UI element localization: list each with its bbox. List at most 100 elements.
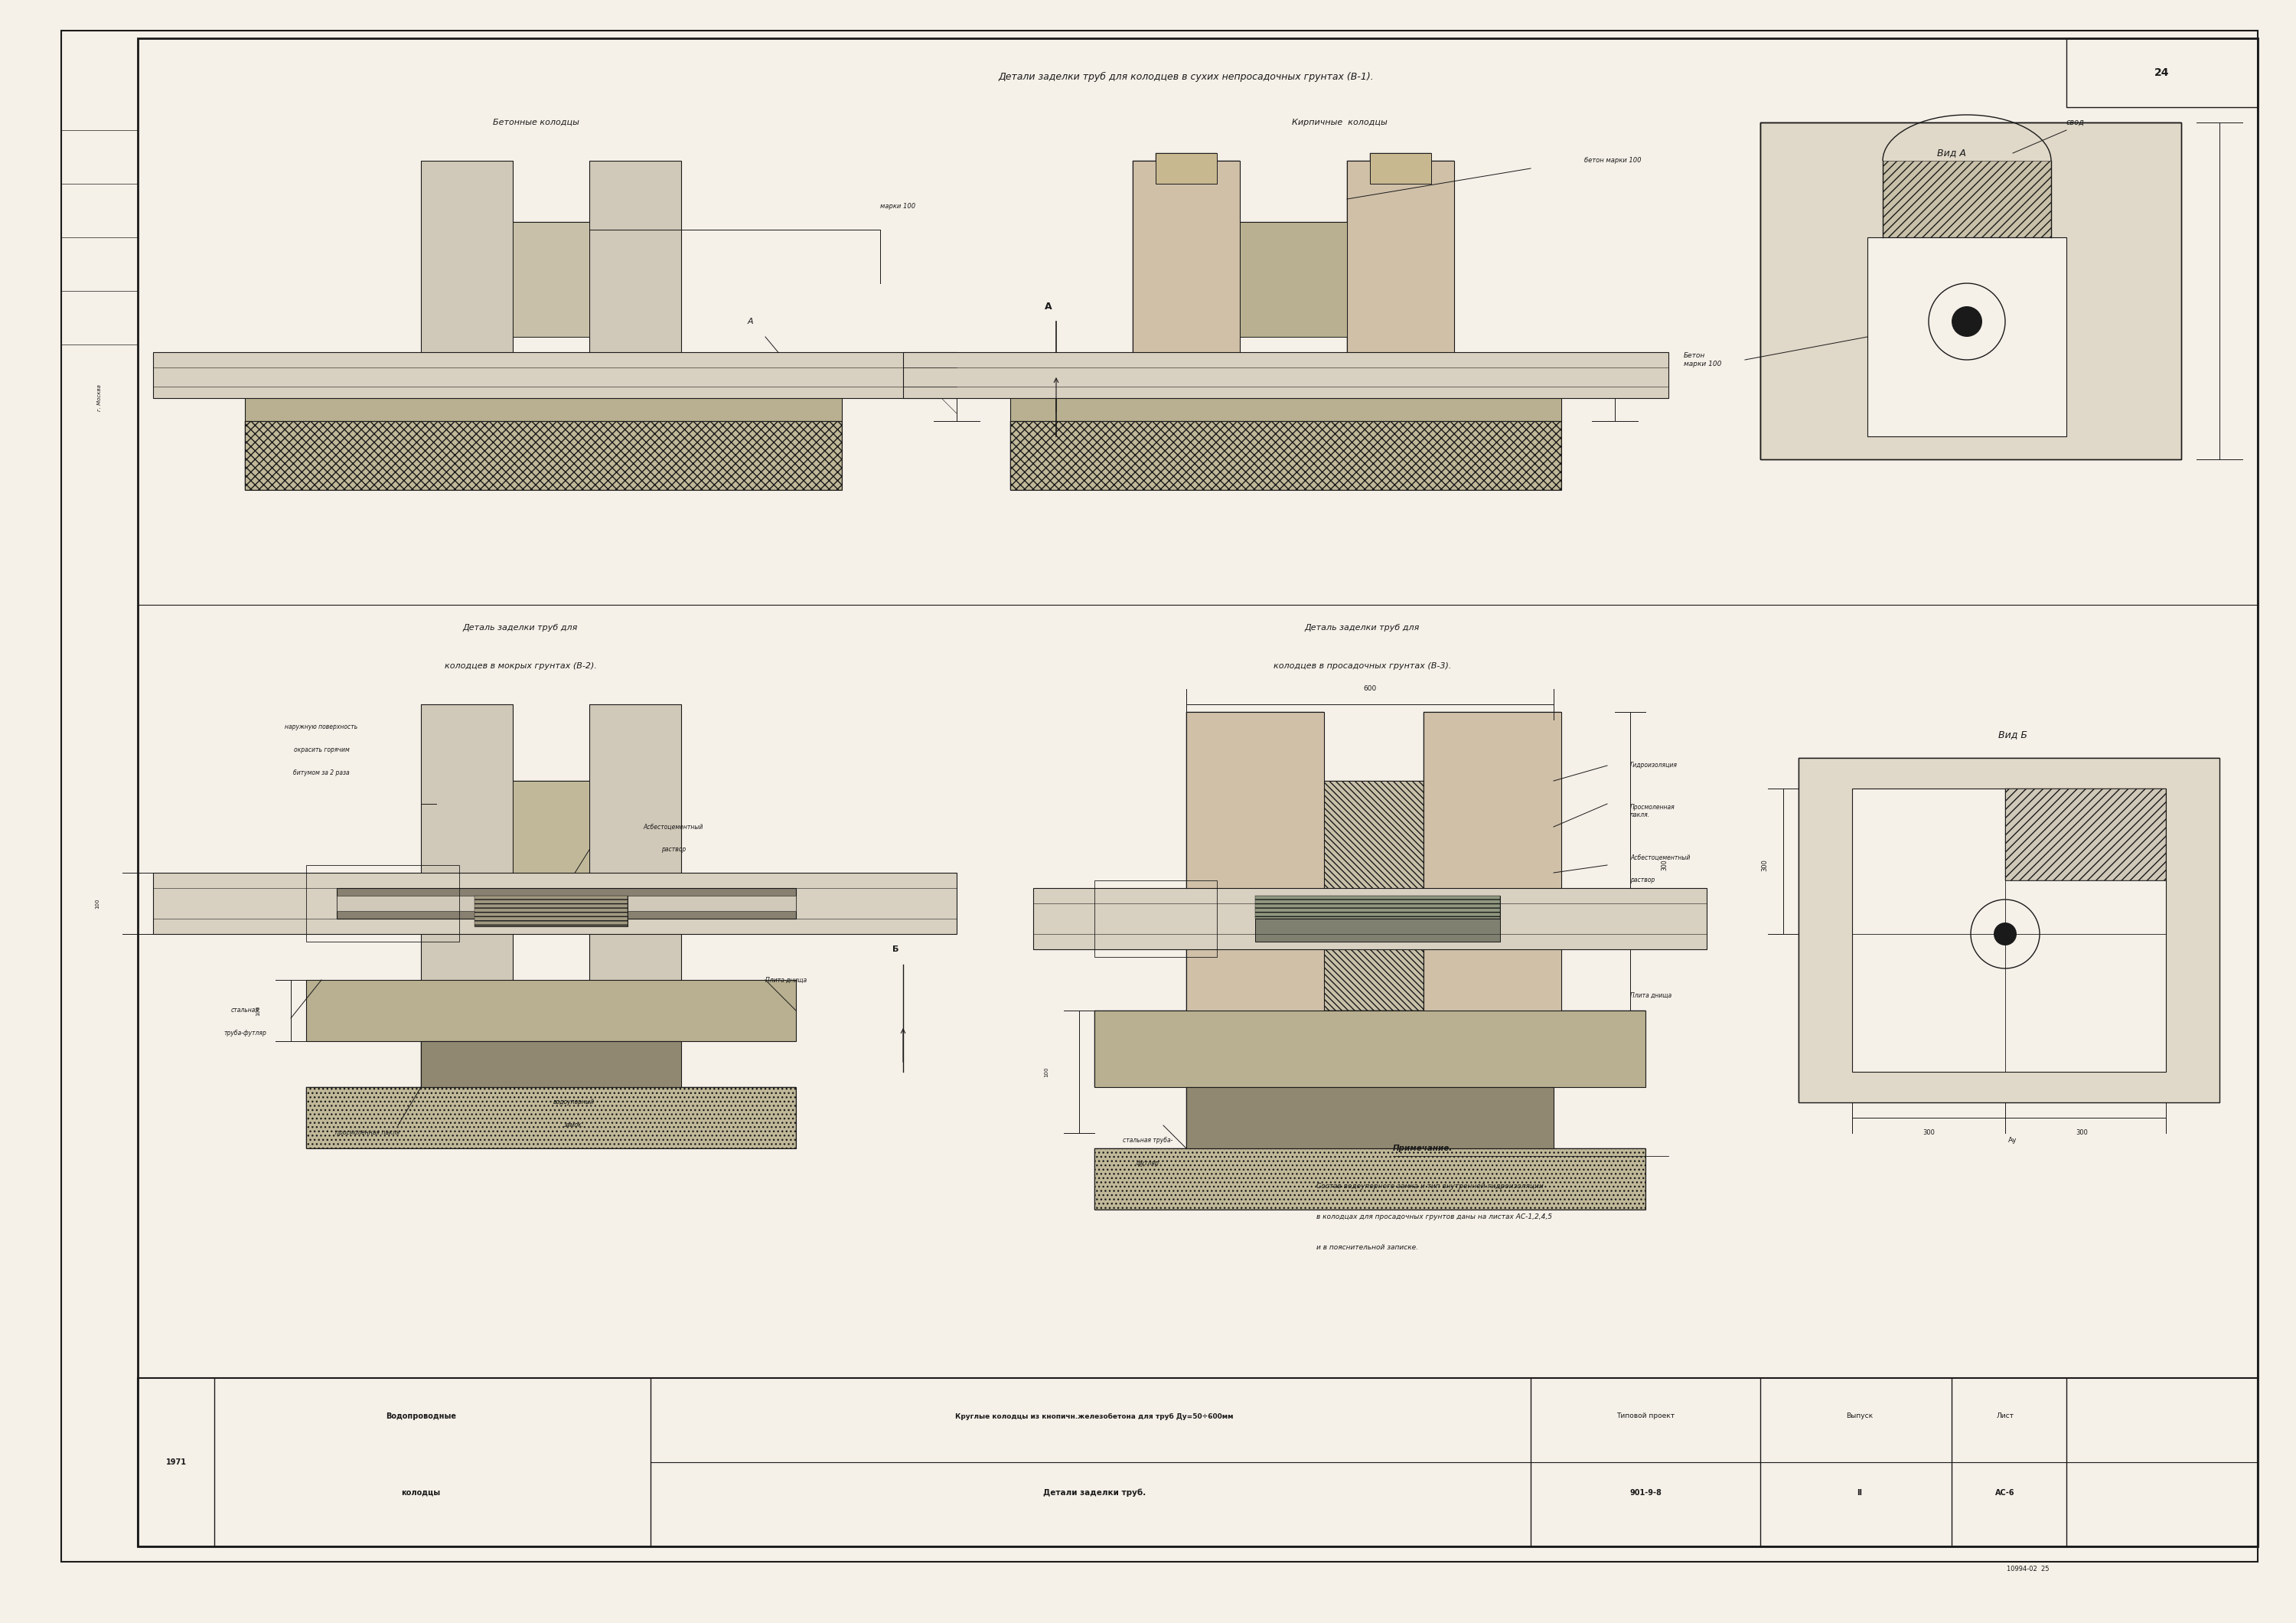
Text: Типовой проект: Типовой проект [1616, 1414, 1674, 1420]
Bar [1033, 888, 1706, 949]
Bar [1256, 919, 1499, 941]
Text: Деталь заделки труб для: Деталь заделки труб для [1304, 623, 1419, 631]
Text: Деталь заделки труб для: Деталь заделки труб для [464, 623, 579, 631]
Text: II: II [1857, 1488, 1862, 1496]
Bar [1187, 712, 1325, 1048]
Text: Просмоленная
пакля.: Просмоленная пакля. [1630, 803, 1676, 818]
Bar [1761, 122, 2181, 459]
Bar [2004, 789, 2165, 880]
Bar [512, 781, 590, 919]
Bar [1155, 153, 1217, 183]
Text: 100: 100 [255, 1005, 259, 1016]
Text: 901-9-8: 901-9-8 [1630, 1488, 1662, 1496]
Text: Детали заделки труб.: Детали заделки труб. [1042, 1488, 1146, 1496]
Text: 300: 300 [1660, 860, 1667, 870]
Bar [1240, 222, 1348, 338]
Text: 600: 600 [1364, 685, 1378, 693]
Bar [1867, 237, 2066, 437]
Bar [246, 420, 843, 490]
Bar [1155, 153, 1217, 183]
Bar [420, 704, 512, 995]
Bar [1371, 153, 1430, 183]
Text: 1971: 1971 [165, 1459, 186, 1466]
Text: Б: Б [893, 946, 898, 953]
Bar [1187, 712, 1325, 1048]
Bar [1256, 896, 1499, 919]
Bar [2066, 39, 2257, 107]
Bar [1348, 161, 1453, 375]
Text: Детали заделки труб для колодцев в сухих непросадочных грунтах (В-1).: Детали заделки труб для колодцев в сухих… [999, 71, 1373, 81]
Bar [1095, 1149, 1646, 1209]
Bar [1095, 880, 1217, 958]
Bar [420, 704, 512, 995]
Bar [1187, 1087, 1554, 1149]
Bar [305, 980, 797, 1042]
Bar [1371, 153, 1430, 183]
Bar [1095, 1011, 1646, 1087]
Bar [1883, 161, 2050, 237]
Text: Состав водоупорного замка и тип внутренней гидроизоляции: Состав водоупорного замка и тип внутренн… [1316, 1183, 1543, 1190]
Text: стальная труба-: стальная труба- [1123, 1138, 1173, 1144]
Text: 100: 100 [94, 898, 99, 909]
Bar [902, 352, 1669, 398]
Bar [1325, 781, 1424, 1011]
Bar [512, 222, 590, 338]
Text: бетон марки 100: бетон марки 100 [1584, 157, 1642, 164]
Text: наружную поверхность: наружную поверхность [285, 724, 358, 730]
Bar [1010, 360, 1561, 420]
Bar [1424, 712, 1561, 1048]
Text: 100: 100 [1045, 1066, 1049, 1078]
Text: колодцы: колодцы [402, 1488, 441, 1496]
Text: Вид А: Вид А [1938, 148, 1965, 157]
Bar [246, 420, 843, 490]
Text: А: А [746, 318, 753, 325]
Bar [246, 360, 843, 420]
Bar [512, 781, 590, 919]
Bar [2004, 789, 2165, 880]
Text: марки 100: марки 100 [879, 203, 916, 209]
Bar [1853, 789, 2165, 1071]
Bar [590, 704, 682, 995]
Bar [590, 161, 682, 375]
Text: 10994-02  25: 10994-02 25 [2007, 1566, 2050, 1573]
Text: колодцев в просадочных грунтах (В-3).: колодцев в просадочных грунтах (В-3). [1274, 662, 1451, 670]
Text: Плита днища: Плита днища [765, 977, 806, 984]
Bar [305, 1087, 797, 1149]
Text: 300: 300 [1761, 859, 1768, 872]
Bar [475, 896, 627, 927]
Bar [1095, 1149, 1646, 1209]
Bar [1010, 360, 1561, 420]
Bar [1132, 161, 1240, 375]
Text: раствор: раствор [1630, 876, 1655, 885]
Text: водоупорный: водоупорный [553, 1099, 595, 1105]
Bar [305, 1087, 797, 1149]
Text: свод: свод [2066, 118, 2085, 127]
Text: Гидроизоляция: Гидроизоляция [1630, 763, 1678, 769]
Text: 300: 300 [1922, 1130, 1936, 1136]
Text: АС-6: АС-6 [1995, 1488, 2016, 1496]
Bar [1348, 161, 1453, 375]
Text: Кирпичные  колодцы: Кирпичные колодцы [1293, 118, 1387, 127]
Bar [420, 1042, 682, 1087]
Bar [590, 704, 682, 995]
Bar [338, 896, 797, 911]
Text: футляр: футляр [1137, 1160, 1159, 1167]
Bar [1798, 758, 2220, 1102]
Text: Асбестоцементный: Асбестоцементный [643, 823, 703, 831]
Circle shape [1952, 307, 1981, 338]
Circle shape [1993, 922, 2016, 946]
Text: окрасить горячим: окрасить горячим [294, 747, 349, 753]
Bar [1187, 1087, 1554, 1149]
Bar [154, 352, 957, 398]
Text: Лист: Лист [1995, 1414, 2014, 1420]
Text: Выпуск: Выпуск [1846, 1414, 1874, 1420]
Text: труба-футляр: труба-футляр [223, 1031, 266, 1037]
Text: Вид Б: Вид Б [1998, 730, 2027, 740]
Bar [420, 1042, 682, 1087]
Bar [246, 360, 843, 420]
Text: Ау: Ау [2009, 1138, 2018, 1144]
Bar [305, 865, 459, 941]
Text: А: А [1045, 302, 1052, 312]
Text: Водопроводные: Водопроводные [386, 1412, 457, 1420]
Text: Бетон
марки 100: Бетон марки 100 [1683, 352, 1722, 367]
